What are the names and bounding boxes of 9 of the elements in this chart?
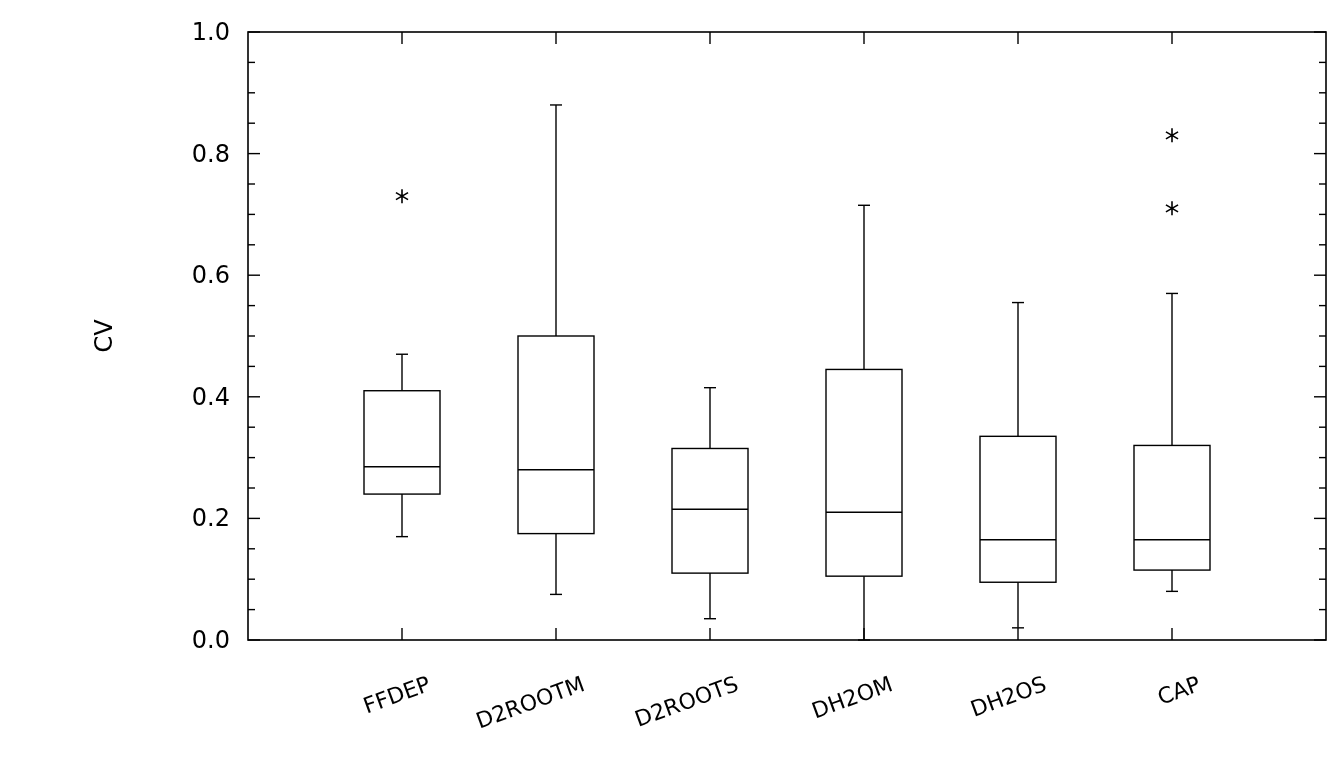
y-tick-label: 0.0 <box>191 626 230 654</box>
y-tick-label: 0.6 <box>191 261 230 290</box>
y-tick-label: 0.4 <box>191 382 230 411</box>
y-tick-label: 0.2 <box>191 504 230 533</box>
y-axis-title: CV <box>90 318 118 353</box>
y-tick-label: 1.0 <box>191 18 230 46</box>
x-tick-label: FFDEP <box>359 671 434 719</box>
x-tick-label: CAP <box>1154 671 1204 710</box>
y-tick-label: 0.8 <box>191 139 230 168</box>
